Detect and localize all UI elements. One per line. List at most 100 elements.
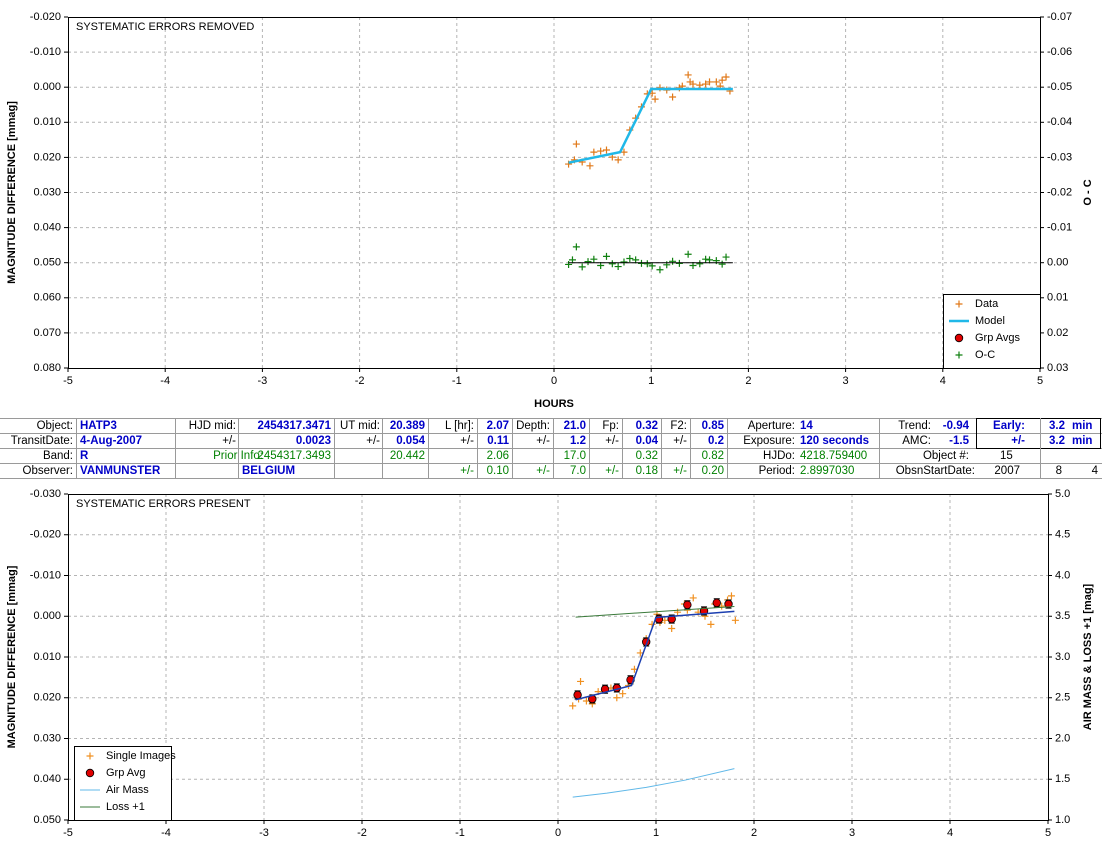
y2-tick-label: -0.05 xyxy=(1047,81,1072,93)
group-average xyxy=(712,598,721,608)
table-cell: Fp: xyxy=(602,420,619,432)
data-point xyxy=(696,81,704,89)
data-point xyxy=(565,260,573,268)
y2-tick-label: 2.0 xyxy=(1055,732,1070,744)
y2-tick-label: 0.02 xyxy=(1047,327,1068,339)
legend-label: O-C xyxy=(975,349,995,361)
table-cell: 3.2 xyxy=(1049,420,1065,432)
legend-label: Grp Avgs xyxy=(975,332,1021,344)
x-tick-label: 5 xyxy=(1045,827,1051,839)
data-point xyxy=(656,266,664,274)
table-cell: 15 xyxy=(1000,450,1013,462)
data-point xyxy=(955,300,963,308)
legend-label: Grp Avg xyxy=(106,767,146,779)
y-tick-label: -0.020 xyxy=(30,11,61,23)
x-tick-label: 3 xyxy=(843,375,849,387)
table-cell: Period: xyxy=(759,465,795,477)
table-cell: 120 seconds xyxy=(800,435,869,447)
data-point xyxy=(718,76,726,84)
x-tick-label: -4 xyxy=(160,375,170,387)
table-cell: UT mid: xyxy=(340,420,380,432)
data-point xyxy=(727,592,735,600)
table-cell: 20.442 xyxy=(390,450,425,462)
y2-tick-label: 0.01 xyxy=(1047,292,1068,304)
early-box xyxy=(976,418,1101,449)
table-cell: Depth: xyxy=(516,420,550,432)
x-tick-label: -5 xyxy=(63,827,73,839)
legend-label: Single Images xyxy=(106,750,176,762)
x-tick-label: 0 xyxy=(551,375,557,387)
x-tick-label: -4 xyxy=(161,827,171,839)
data-point xyxy=(608,260,616,268)
data-point xyxy=(626,254,634,262)
x-tick-label: 1 xyxy=(653,827,659,839)
data-point xyxy=(707,620,715,628)
table-cell: 2454317.3471 xyxy=(257,420,331,432)
table-cell: 2.8997030 xyxy=(800,465,854,477)
legend-box xyxy=(943,294,1041,369)
data-point xyxy=(590,255,598,263)
data-point xyxy=(586,162,594,170)
data-point xyxy=(86,752,94,760)
y2-tick-label: -0.07 xyxy=(1047,11,1072,23)
table-cell: 0.32 xyxy=(636,420,658,432)
table-cell: TransitDate: xyxy=(11,435,73,447)
y-tick-label: 0.050 xyxy=(33,814,61,826)
y2-tick-label: 3.5 xyxy=(1055,610,1070,622)
table-cell: +/- xyxy=(605,435,619,447)
table-cell: ObsnStartDate: xyxy=(896,465,975,477)
x-tick-label: -5 xyxy=(63,375,73,387)
data-point xyxy=(731,616,739,624)
group-average xyxy=(724,599,733,609)
data-point xyxy=(614,156,622,164)
data-point xyxy=(614,263,622,271)
table-cell: Exposure: xyxy=(743,435,795,447)
y2-tick-label: -0.04 xyxy=(1047,116,1072,128)
data-point xyxy=(955,351,963,359)
data-point xyxy=(620,258,628,266)
table-cell: 0.82 xyxy=(702,450,724,462)
data-point xyxy=(602,146,610,154)
table-cell: 3.2 xyxy=(1049,435,1065,447)
y-axis-title: MAGNITUDE DIFFERENCE [mmag] xyxy=(6,101,18,284)
data-point xyxy=(669,93,677,101)
table-cell: Object: xyxy=(37,420,73,432)
x-axis-title: HOURS xyxy=(534,398,574,410)
table-cell: R xyxy=(80,450,89,462)
table-cell: 7.0 xyxy=(570,465,586,477)
y-tick-label: 0.020 xyxy=(33,692,61,704)
group-average xyxy=(954,333,964,343)
table-cell: +/- xyxy=(1011,435,1025,447)
table-cell: 0.18 xyxy=(636,465,658,477)
table-cell: 2454317.3493 xyxy=(257,450,331,462)
table-cell: Trend: xyxy=(898,420,931,432)
table-cell: +/- xyxy=(673,435,687,447)
y2-tick-label: 0.03 xyxy=(1047,362,1068,374)
table-cell: +/- xyxy=(536,435,550,447)
data-point xyxy=(722,253,730,261)
y-tick-label: 0.030 xyxy=(33,732,61,744)
series-line xyxy=(575,605,735,618)
y2-tick-label: -0.06 xyxy=(1047,46,1072,58)
data-point xyxy=(620,148,628,156)
table-cell: 4 xyxy=(1092,465,1099,477)
table-cell: 4-Aug-2007 xyxy=(80,435,142,447)
data-point xyxy=(689,594,697,602)
data-point xyxy=(569,702,577,710)
table-cell: 0.04 xyxy=(636,435,659,447)
table-cell: +/- xyxy=(605,465,619,477)
y-tick-label: 0.070 xyxy=(33,327,61,339)
y-tick-label: 0.040 xyxy=(33,222,61,234)
data-point xyxy=(651,95,659,103)
data-point xyxy=(689,80,697,88)
table-cell: Object #: xyxy=(923,450,969,462)
table-cell: F2: xyxy=(670,420,687,432)
data-point xyxy=(684,71,692,79)
data-point xyxy=(590,148,598,156)
table-cell: 8 xyxy=(1056,465,1062,477)
plot-frame xyxy=(68,494,1049,821)
table-cell: +/- xyxy=(673,465,687,477)
data-point xyxy=(718,260,726,268)
table-cell: Aperture: xyxy=(748,420,795,432)
table-cell: 17.0 xyxy=(564,450,586,462)
